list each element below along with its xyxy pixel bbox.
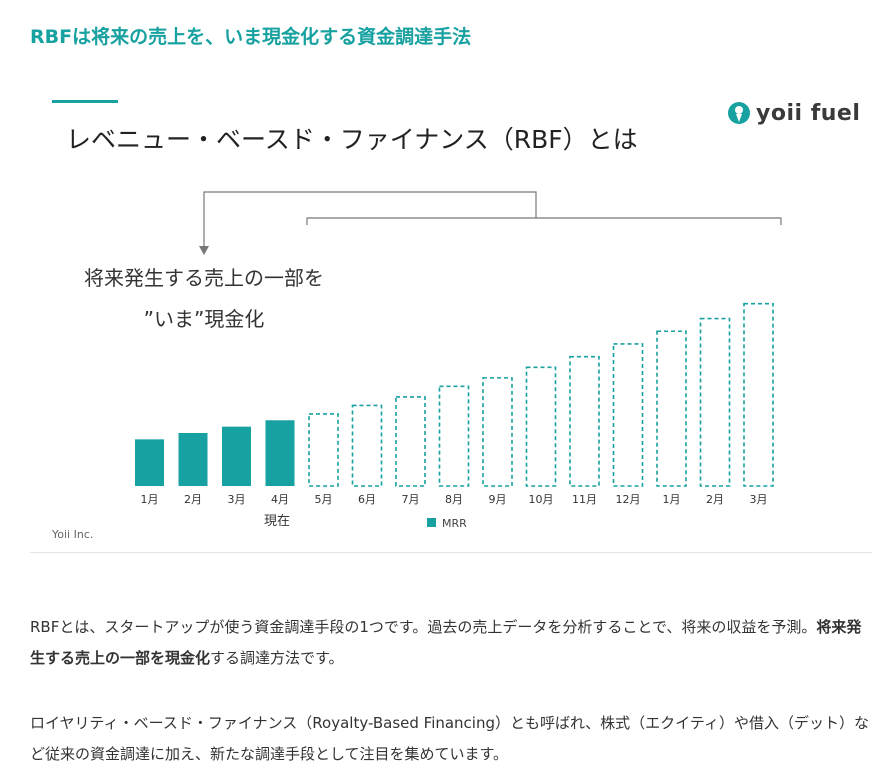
paragraph-1: RBFとは、スタートアップが使う資金調達手段の1つです。過去の売上データを分析す… (30, 612, 870, 674)
x-tick-label: 6月 (358, 493, 376, 506)
bar-1 (135, 439, 164, 486)
bar-15 (743, 302, 774, 487)
x-tick-label: 1月 (141, 493, 159, 506)
x-tick-label: 11月 (572, 493, 597, 506)
x-tick-label: 1月 (663, 493, 681, 506)
x-tick-label: 3月 (750, 493, 768, 506)
arrow-head-icon (199, 246, 209, 255)
bracket-annotation (199, 191, 782, 255)
bar-11 (569, 355, 600, 487)
annotation-line-2: ”いま”現金化 (144, 307, 265, 331)
projection-bracket (306, 217, 782, 225)
x-tick-label: 2月 (706, 493, 724, 506)
now-label: 現在 (264, 514, 290, 529)
annotation-line-1: 将来発生する売上の一部を (84, 266, 324, 290)
mrr-chart: 将来発生する売上の一部を ”いま”現金化 1月 2月 3月 4月 5月 6月 7月 8月 9月 1… (84, 191, 782, 530)
x-tick-label: 9月 (489, 493, 507, 506)
logo-mark-icon (728, 102, 750, 124)
bar-7 (395, 396, 426, 487)
bar-2 (178, 433, 208, 486)
x-tick-label: 12月 (616, 493, 641, 506)
bar-14 (699, 317, 731, 487)
credit-text: Yoii Inc. (52, 528, 94, 541)
x-tick-label: 2月 (184, 493, 202, 506)
connector-line (203, 191, 537, 248)
figure-title: レベニュー・ベースド・ファイナンス（RBF）とは (66, 125, 638, 154)
x-tick-labels: 1月 2月 3月 4月 5月 6月 7月 8月 9月 10月 11月 12月 1月 2月 3月 (141, 493, 768, 506)
rbf-figure: yoii fuel レベニュー・ベースド・ファイナンス（RBF）とは 将来発生す… (30, 68, 872, 553)
bars-group (135, 302, 774, 487)
x-tick-label: 4月 (271, 493, 289, 506)
x-tick-label: 8月 (445, 493, 463, 506)
bar-13 (656, 330, 687, 487)
x-tick-label: 3月 (228, 493, 246, 506)
paragraph-2-text: ロイヤリティ・ベースド・ファイナンス（Royalty-Based Financi… (30, 714, 869, 763)
legend-label: MRR (442, 517, 467, 530)
x-tick-label: 5月 (315, 493, 333, 506)
bar-6 (351, 404, 383, 487)
paragraph-1-tail: する調達方法です。 (210, 649, 344, 667)
logo-text: yoii fuel (756, 100, 861, 126)
accent-line (52, 100, 118, 103)
yoii-fuel-logo: yoii fuel (727, 98, 860, 128)
bar-8 (438, 385, 470, 487)
paragraph-1-text: RBFとは、スタートアップが使う資金調達手段の1つです。過去の売上データを分析す… (30, 618, 817, 636)
section-heading: RBFは将来の売上を、いま現金化する資金調達手法 (30, 26, 472, 48)
paragraph-2: ロイヤリティ・ベースド・ファイナンス（Royalty-Based Financi… (30, 708, 870, 770)
bar-5 (308, 413, 339, 487)
x-tick-label: 7月 (402, 493, 420, 506)
bar-12 (612, 343, 644, 487)
legend: MRR (427, 517, 467, 530)
bar-9 (482, 377, 513, 487)
x-tick-label: 10月 (529, 493, 554, 506)
paragraph-1-bold: 将来発生する売上の一部を現金化 (30, 618, 862, 667)
bar-10 (525, 366, 557, 487)
bar-4 (265, 420, 295, 486)
legend-swatch (427, 518, 436, 527)
bar-3 (222, 426, 251, 486)
